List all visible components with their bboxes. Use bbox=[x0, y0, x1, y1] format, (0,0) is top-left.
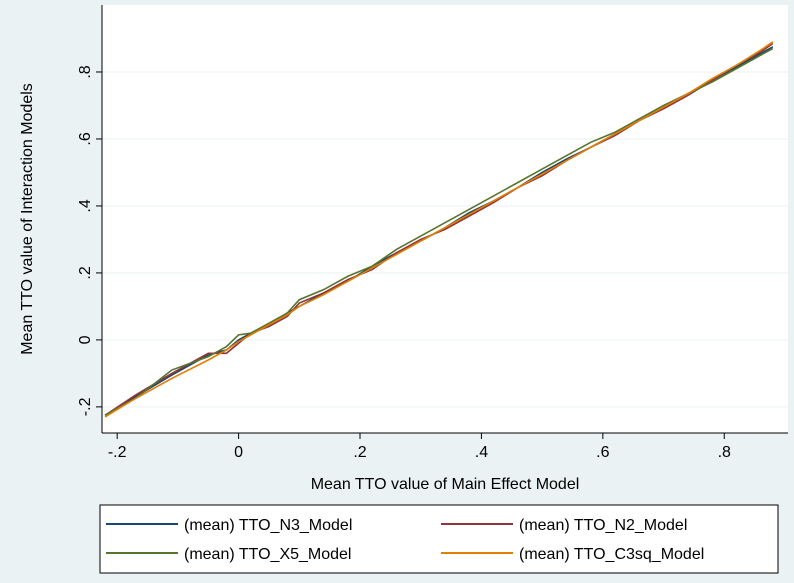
x-tick-label: -.2 bbox=[108, 444, 127, 461]
legend-label: (mean) TTO_N3_Model bbox=[184, 517, 352, 534]
series-line bbox=[104, 47, 774, 416]
series-line bbox=[104, 41, 774, 418]
y-axis-title: Mean TTO value of Interaction Models bbox=[19, 83, 36, 355]
legend-label: (mean) TTO_C3sq_Model bbox=[519, 546, 704, 563]
plot-area bbox=[102, 5, 788, 433]
legend-label: (mean) TTO_X5_Model bbox=[184, 546, 351, 563]
x-tick-label: 0 bbox=[234, 444, 243, 461]
x-tick-label: .8 bbox=[718, 444, 731, 461]
y-tick-label: .8 bbox=[77, 65, 94, 78]
legend-label: (mean) TTO_N2_Model bbox=[519, 517, 687, 534]
x-axis-title: Mean TTO value of Main Effect Model bbox=[311, 476, 580, 493]
y-tick-label: -.2 bbox=[77, 397, 94, 416]
legend bbox=[99, 504, 779, 574]
x-tick-label: .6 bbox=[596, 444, 609, 461]
y-tick-label: .2 bbox=[77, 266, 94, 279]
y-tick-label: .6 bbox=[77, 132, 94, 145]
y-tick-label: .4 bbox=[77, 199, 94, 212]
x-tick-label: .4 bbox=[475, 444, 488, 461]
x-tick-label: .2 bbox=[353, 444, 366, 461]
y-tick-label: 0 bbox=[77, 335, 94, 344]
